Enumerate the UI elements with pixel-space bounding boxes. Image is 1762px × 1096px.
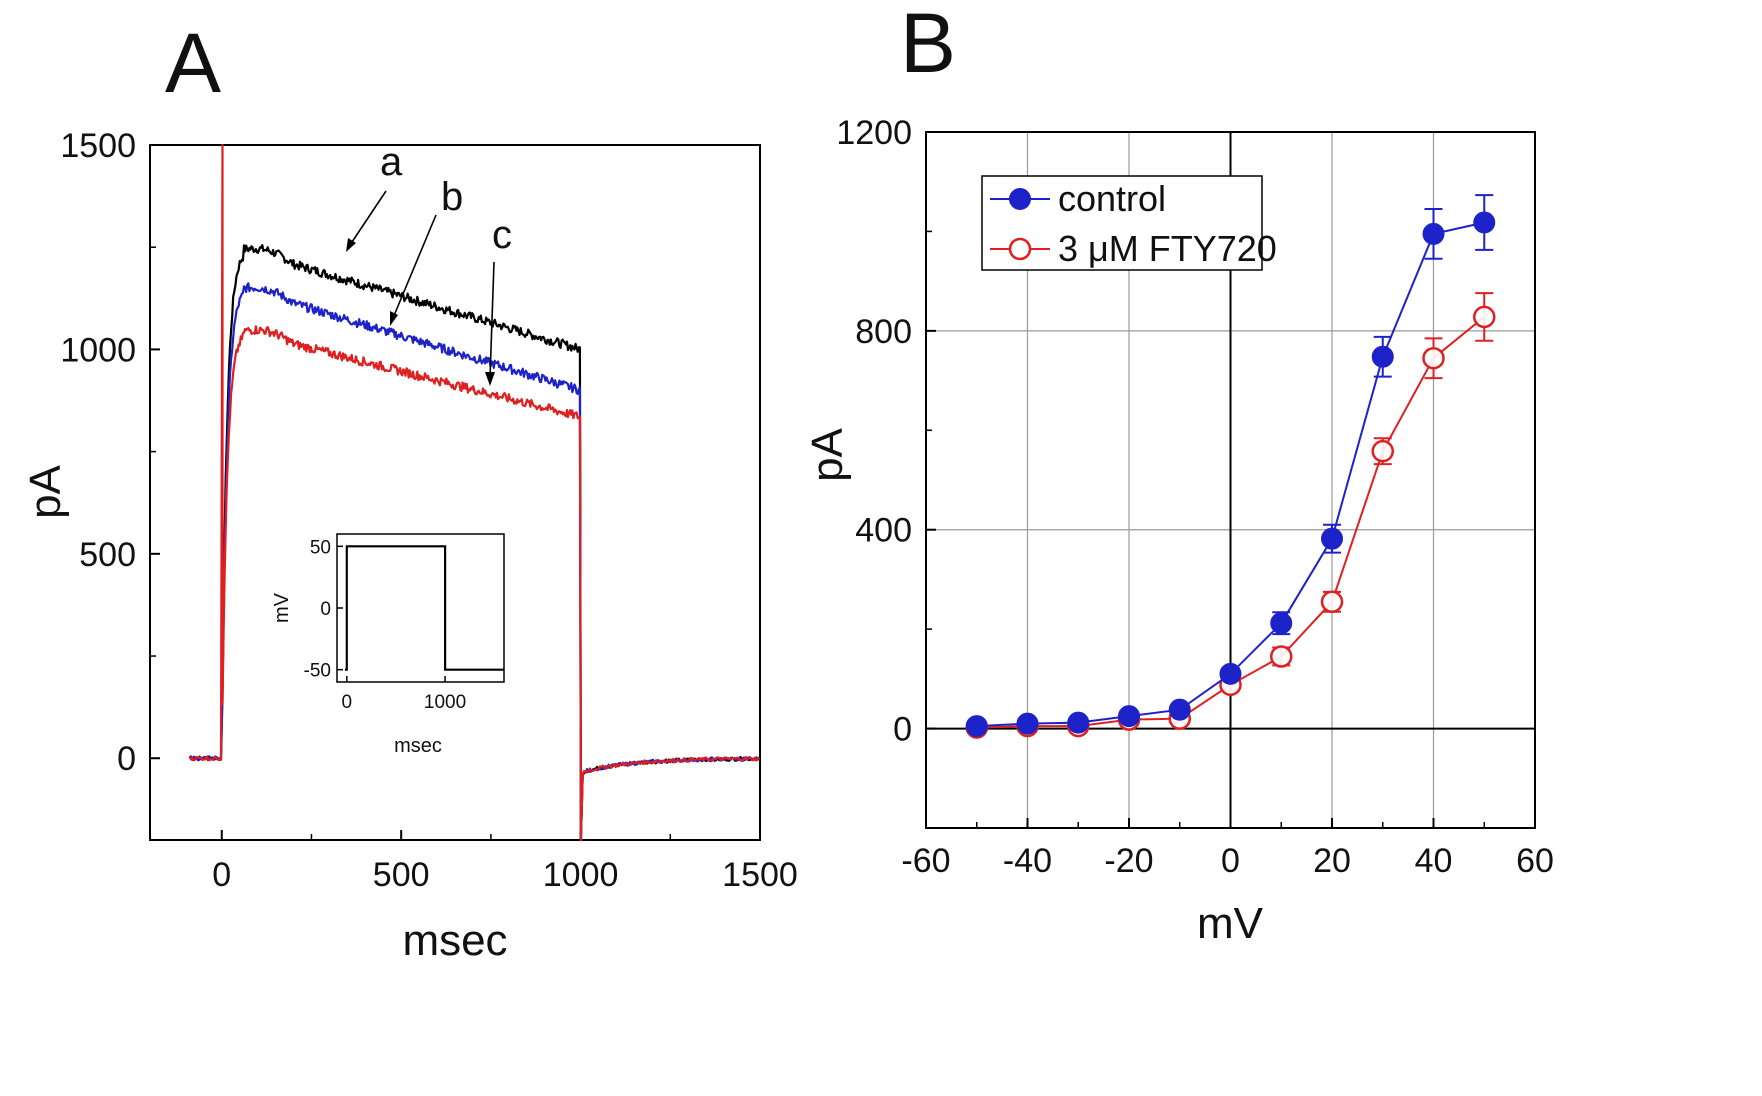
panel-a-y-tick-label: 500 bbox=[79, 536, 136, 574]
panel-a-y-tick-label: 1500 bbox=[60, 127, 136, 165]
trace-label-c-arrow bbox=[489, 261, 495, 379]
inset-frame bbox=[336, 533, 505, 683]
series-control-point bbox=[1016, 712, 1039, 735]
trace-label-a-text: a bbox=[380, 140, 403, 184]
trace-label-b: b bbox=[390, 175, 463, 326]
panel-a-y-label: pA bbox=[21, 464, 70, 518]
series-fty720-point bbox=[1270, 645, 1293, 668]
panel-a-traces bbox=[188, 143, 761, 842]
panel-b-x-ticks: -60 -40 -20 0 20 40 60 bbox=[901, 818, 1554, 880]
series-control-point bbox=[1321, 527, 1343, 550]
panel-b: B -60 -40 -20 0 20 40 60 0 400 800 1200 mV pA con… bbox=[803, 0, 1554, 948]
inset-y-tick-label: -50 bbox=[304, 661, 331, 682]
trace-label-c-arrowhead bbox=[485, 372, 495, 386]
panel-b-x-tick-label: -60 bbox=[901, 842, 950, 880]
panel-a-y-ticks: 0 500 1000 1500 bbox=[60, 127, 160, 778]
inset-x-tick-label: 1000 bbox=[424, 692, 466, 713]
panel-b-y-tick-label: 400 bbox=[855, 512, 912, 550]
legend-fty720-marker bbox=[1008, 237, 1032, 261]
inset-step-trace bbox=[344, 545, 504, 671]
series-control-point bbox=[1473, 211, 1496, 234]
panel-b-x-tick-label: 0 bbox=[1221, 842, 1240, 880]
inset-y-tick-label: 50 bbox=[310, 537, 331, 558]
trace-label-b-text: b bbox=[441, 175, 463, 219]
panel-b-x-tick-label: -20 bbox=[1104, 842, 1153, 880]
trace-label-a-arrow bbox=[349, 190, 387, 246]
legend: control 3 μM FTY720 bbox=[981, 175, 1277, 271]
panel-b-x-label: mV bbox=[1197, 899, 1264, 948]
series-fty720-point bbox=[1320, 590, 1344, 614]
panel-a-y-tick-label: 0 bbox=[117, 740, 136, 778]
panel-b-x-tick-label: 40 bbox=[1415, 842, 1453, 880]
series-control-point bbox=[1118, 705, 1140, 728]
panel-b-y-tick-label: 0 bbox=[893, 711, 912, 749]
inset-y-tick-label: 0 bbox=[320, 599, 331, 620]
inset-voltage-protocol: 0 1000 -50 0 50 msec mV bbox=[271, 533, 505, 757]
series-control-point bbox=[1270, 612, 1293, 635]
panel-a-x-tick-label: 0 bbox=[212, 856, 231, 894]
inset-ticks: 0 1000 -50 0 50 bbox=[304, 537, 467, 713]
panel-a-frame bbox=[149, 144, 761, 841]
trace-label-c-text: c bbox=[492, 213, 512, 257]
inset-x-label: msec bbox=[394, 735, 442, 757]
panel-b-y-label: pA bbox=[803, 427, 852, 481]
inset-y-label: mV bbox=[271, 592, 293, 623]
series-fty720-point bbox=[1371, 439, 1394, 463]
trace-label-b-arrow bbox=[392, 214, 437, 319]
panel-a-x-tick-label: 500 bbox=[373, 856, 430, 894]
trace-label-a: a bbox=[346, 140, 403, 252]
panel-a-x-ticks: 0 500 1000 1500 bbox=[212, 830, 798, 894]
series-fty720-point bbox=[1422, 346, 1445, 370]
trace-label-b-arrowhead bbox=[390, 311, 398, 326]
series-control-point bbox=[1219, 662, 1242, 685]
trace-c-line bbox=[188, 143, 761, 842]
series-control-point bbox=[1371, 345, 1394, 368]
legend-control-marker bbox=[1009, 188, 1031, 210]
trace-label-c: c bbox=[485, 213, 512, 386]
legend-fty720-label: 3 μM FTY720 bbox=[1058, 228, 1277, 269]
series-control-point bbox=[1168, 698, 1191, 721]
series-control-point bbox=[965, 715, 988, 738]
panel-b-x-tick-label: 20 bbox=[1313, 842, 1351, 880]
legend-control-label: control bbox=[1058, 178, 1166, 219]
series-control-point bbox=[1422, 222, 1445, 245]
panel-b-x-tick-label: -40 bbox=[1003, 842, 1052, 880]
panel-a-x-label: msec bbox=[402, 916, 507, 965]
panel-b-y-ticks: 0 400 800 1200 bbox=[836, 114, 936, 829]
trace-label-a-arrowhead bbox=[346, 238, 356, 252]
panel-b-y-tick-label: 800 bbox=[855, 313, 912, 351]
panel-a-letter: A bbox=[165, 16, 221, 110]
trace-b-line bbox=[188, 282, 761, 842]
panel-b-y-tick-label: 1200 bbox=[836, 114, 912, 152]
series-control-point bbox=[1067, 711, 1090, 734]
panel-a-x-tick-label: 1000 bbox=[543, 856, 619, 894]
inset-x-tick-label: 0 bbox=[342, 692, 353, 713]
panel-b-letter: B bbox=[900, 0, 956, 90]
panel-b-x-tick-label: 60 bbox=[1516, 842, 1554, 880]
series-fty720-point bbox=[1473, 305, 1496, 329]
panel-a-y-tick-label: 1000 bbox=[60, 331, 136, 369]
panel-b-series bbox=[965, 194, 1496, 739]
panel-a-x-tick-label: 1500 bbox=[722, 856, 798, 894]
